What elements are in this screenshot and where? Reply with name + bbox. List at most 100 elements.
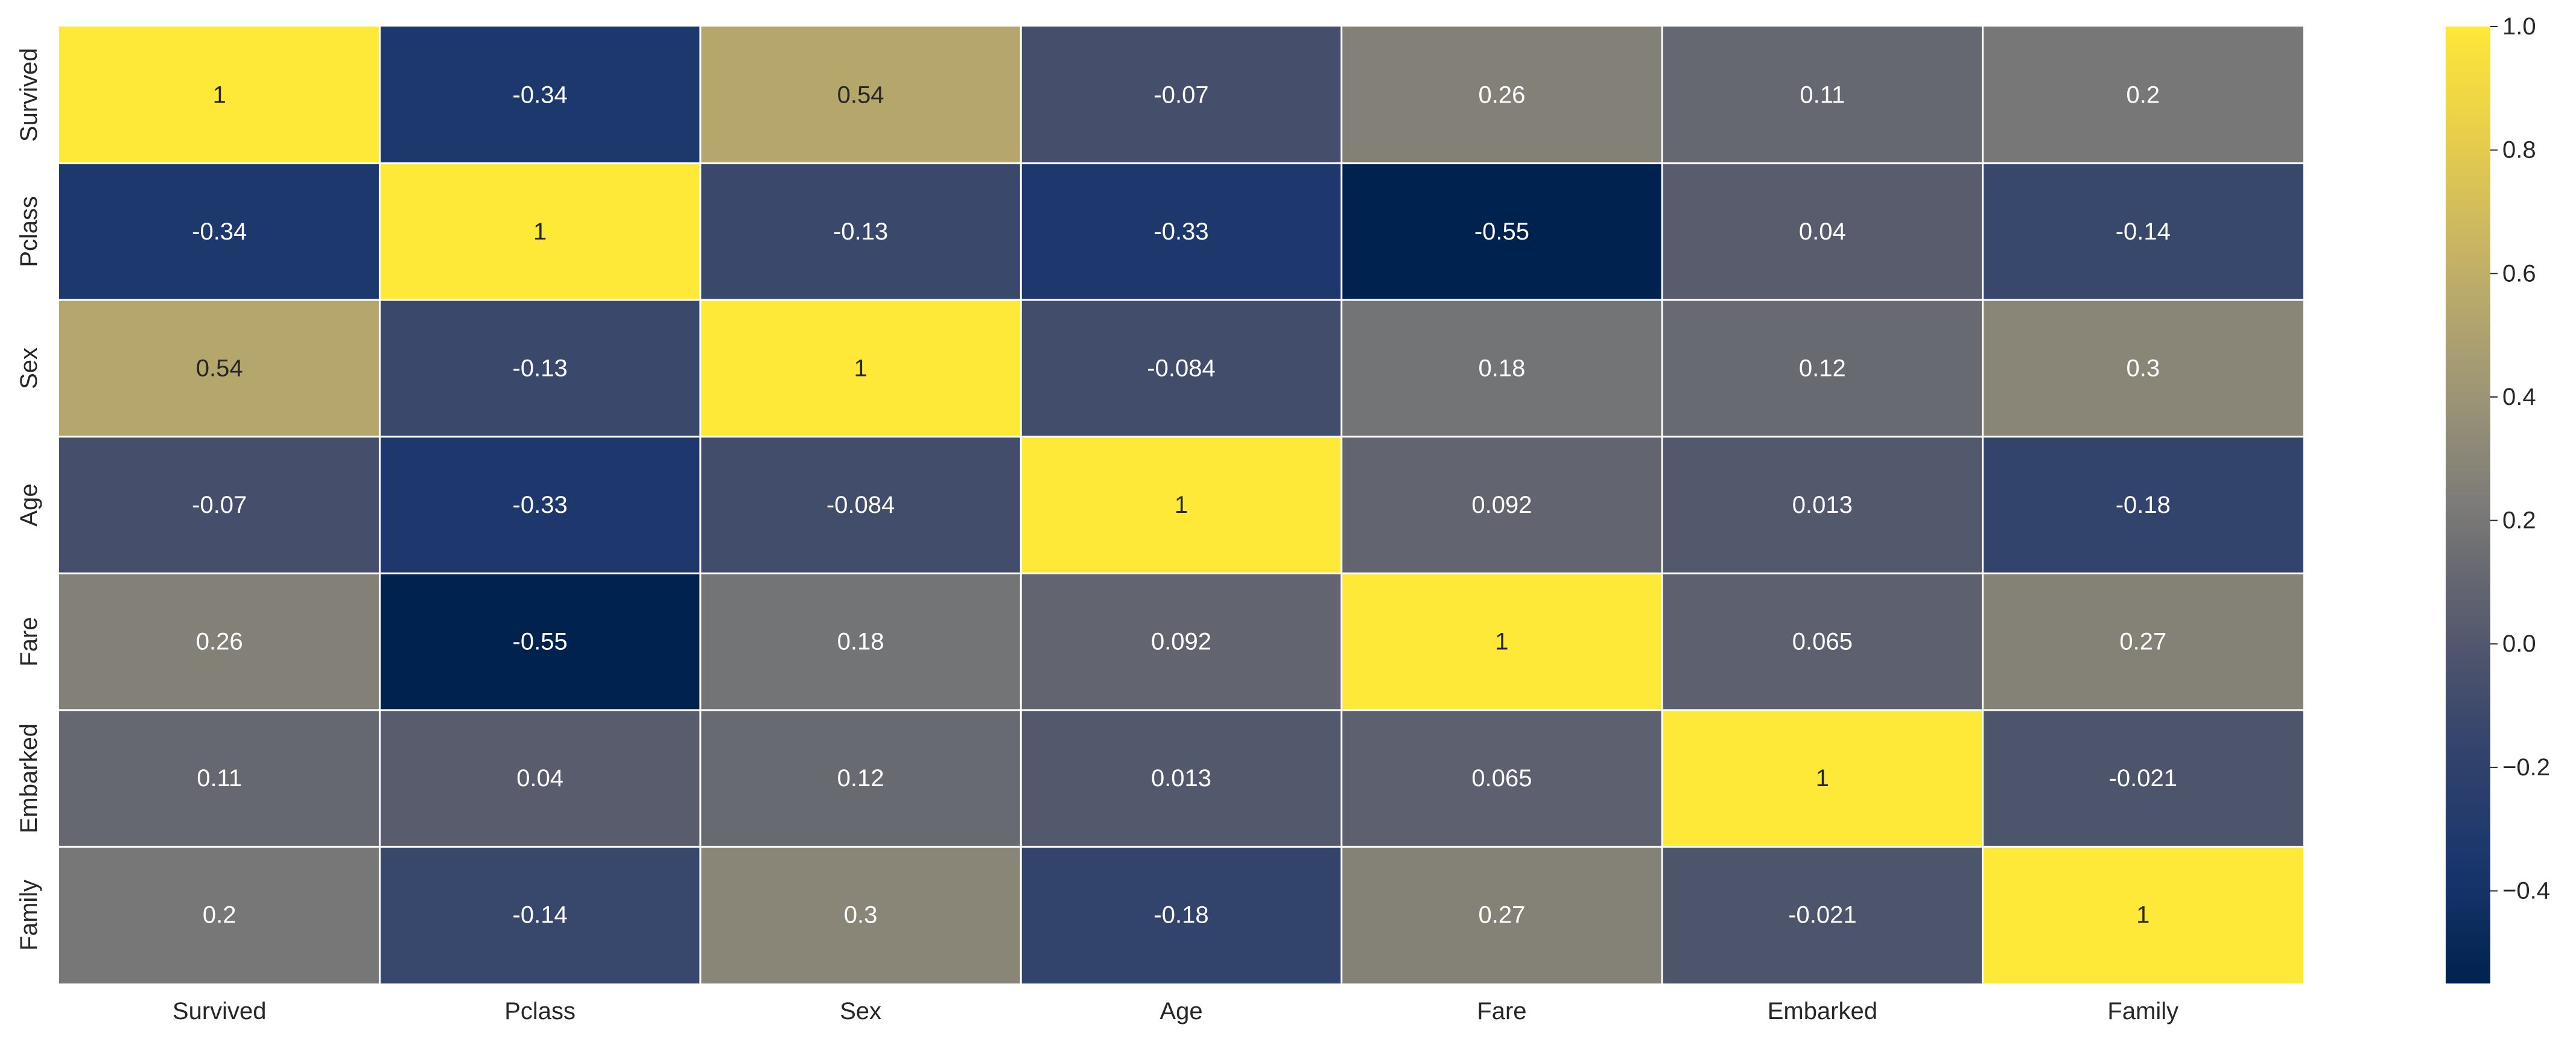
colorbar-tick-label: 0.6: [2502, 260, 2536, 287]
heatmap-cell-family-pclass: [379, 847, 700, 983]
cell-value-label: 0.013: [1151, 765, 1211, 792]
cell-value-label: -0.084: [826, 492, 895, 518]
colorbar-tick-label: 0.2: [2502, 507, 2536, 534]
heatmap-cell-sex-age: [1021, 300, 1342, 437]
cell-value-label: 1: [533, 218, 547, 245]
cell-value-label: -0.021: [2109, 765, 2177, 792]
cell-value-label: 1: [2136, 902, 2149, 929]
cell-value-label: 0.2: [2126, 81, 2160, 108]
cell-value-label: 0.18: [1478, 355, 1525, 381]
x-tick-label: Survived: [173, 998, 267, 1025]
cell-value-label: 0.54: [837, 81, 884, 108]
heatmap-cell-pclass-family: [1982, 163, 2303, 300]
cell-value-label: -0.34: [513, 81, 568, 108]
y-tick-label: Survived: [16, 48, 42, 142]
colorbar-tick-label: 0.0: [2502, 631, 2536, 657]
cell-value-label: 1: [1175, 492, 1188, 518]
heatmap-cell-embarked-sex: [700, 710, 1021, 847]
heatmap-cell-family-sex: [700, 847, 1021, 983]
colorbar-tick-label: −0.4: [2502, 878, 2550, 904]
cell-value-label: 0.065: [1471, 765, 1532, 792]
heatmap-cell-age-sex: [700, 436, 1021, 574]
cell-value-label: -0.084: [1147, 355, 1215, 381]
heatmap-cell-sex-sex: [700, 300, 1021, 437]
y-tick-label: Family: [16, 880, 42, 951]
colorbar: 1.0 0.8 0.6 0.4 0.2 0.0 −0.2 −0.4: [2446, 13, 2550, 983]
cell-value-label: -0.33: [1153, 218, 1208, 245]
cell-value-label: 0.54: [196, 355, 243, 381]
heatmap-cell-sex-family: [1982, 300, 2303, 437]
x-tick-label: Embarked: [1768, 998, 1877, 1025]
heatmap-cell-age-embarked: [1662, 436, 1983, 574]
heatmap-cell-survived-pclass: [379, 27, 700, 164]
colorbar-tick-label: 0.4: [2502, 384, 2536, 410]
colorbar-gradient: [2446, 27, 2490, 983]
heatmap-cell-embarked-pclass: [379, 710, 700, 847]
heatmap-cell-pclass-sex: [700, 163, 1021, 300]
cell-value-label: 0.092: [1471, 492, 1532, 518]
heatmap-cell-family-fare: [1341, 847, 1663, 983]
heatmap-cell-embarked-embarked: [1662, 710, 1983, 847]
heatmap-cell-family-age: [1021, 847, 1342, 983]
cell-value-label: 1: [1816, 765, 1829, 792]
heatmap-cell-age-fare: [1341, 436, 1663, 574]
cell-value-label: -0.07: [192, 492, 247, 518]
cell-value-label: 0.065: [1792, 629, 1853, 655]
heatmap-cell-embarked-family: [1982, 710, 2303, 847]
heatmap-cell-survived-fare: [1341, 27, 1663, 164]
y-tick-label: Fare: [16, 617, 42, 666]
cell-value-label: 0.26: [1478, 81, 1525, 108]
heatmap-cell-pclass-age: [1021, 163, 1342, 300]
heatmap-cells: [59, 27, 2303, 983]
x-tick-label: Fare: [1477, 998, 1526, 1025]
cell-value-label: -0.021: [1788, 902, 1856, 929]
cell-value-label: 0.04: [516, 765, 563, 792]
cell-value-label: 0.092: [1151, 629, 1211, 655]
heatmap-cell-fare-embarked: [1662, 573, 1983, 710]
cell-value-label: 0.04: [1799, 218, 1846, 245]
heatmap-cell-sex-fare: [1341, 300, 1663, 437]
x-axis-ticks: Survived Pclass Sex Age Fare Embarked Family: [173, 998, 2178, 1025]
cell-value-label: 0.12: [837, 765, 884, 792]
heatmap-cell-fare-age: [1021, 573, 1342, 710]
cell-value-label: -0.55: [513, 629, 568, 655]
colorbar-tick-label: 0.8: [2502, 137, 2536, 164]
heatmap-cell-family-family: [1982, 847, 2303, 983]
cell-value-label: -0.34: [192, 218, 247, 245]
heatmap-cell-fare-pclass: [379, 573, 700, 710]
heatmap-cell-family-embarked: [1662, 847, 1983, 983]
x-tick-label: Family: [2107, 998, 2178, 1025]
y-tick-label: Age: [16, 483, 42, 526]
colorbar-tick-label: 1.0: [2502, 13, 2536, 40]
y-axis-ticks: Survived Pclass Sex Age Fare Embarked Family: [16, 48, 42, 950]
cell-value-label: 1: [854, 355, 867, 381]
cell-value-label: -0.13: [513, 355, 568, 381]
heatmap-cell-fare-sex: [700, 573, 1021, 710]
heatmap-cell-survived-survived: [59, 27, 380, 164]
heatmap-cell-age-family: [1982, 436, 2303, 574]
cell-value-label: 0.18: [837, 629, 884, 655]
cell-value-label: 0.26: [196, 629, 243, 655]
heatmap-cell-age-survived: [59, 436, 380, 574]
heatmap-gridlines: [59, 27, 2303, 983]
heatmap-cell-embarked-survived: [59, 710, 380, 847]
heatmap-cell-pclass-embarked: [1662, 163, 1983, 300]
y-tick-label: Embarked: [16, 723, 42, 833]
x-tick-label: Pclass: [504, 998, 576, 1025]
cell-value-label: 0.3: [2126, 355, 2160, 381]
cell-value-label: -0.14: [2116, 218, 2171, 245]
y-tick-label: Pclass: [16, 196, 42, 267]
cell-value-label: 0.27: [2119, 629, 2166, 655]
heatmap-cell-pclass-fare: [1341, 163, 1663, 300]
heatmap-cell-sex-survived: [59, 300, 380, 437]
heatmap-cell-fare-fare: [1341, 573, 1663, 710]
cell-value-label: 1: [213, 81, 226, 108]
heatmap-cell-fare-survived: [59, 573, 380, 710]
cell-value-label: -0.33: [513, 492, 568, 518]
cell-value-label: 0.3: [844, 902, 878, 929]
cell-value-label: 0.11: [197, 765, 242, 792]
cell-value-label: -0.14: [513, 902, 568, 929]
cell-value-label: 0.013: [1792, 492, 1853, 518]
cell-value-label: -0.55: [1474, 218, 1529, 245]
